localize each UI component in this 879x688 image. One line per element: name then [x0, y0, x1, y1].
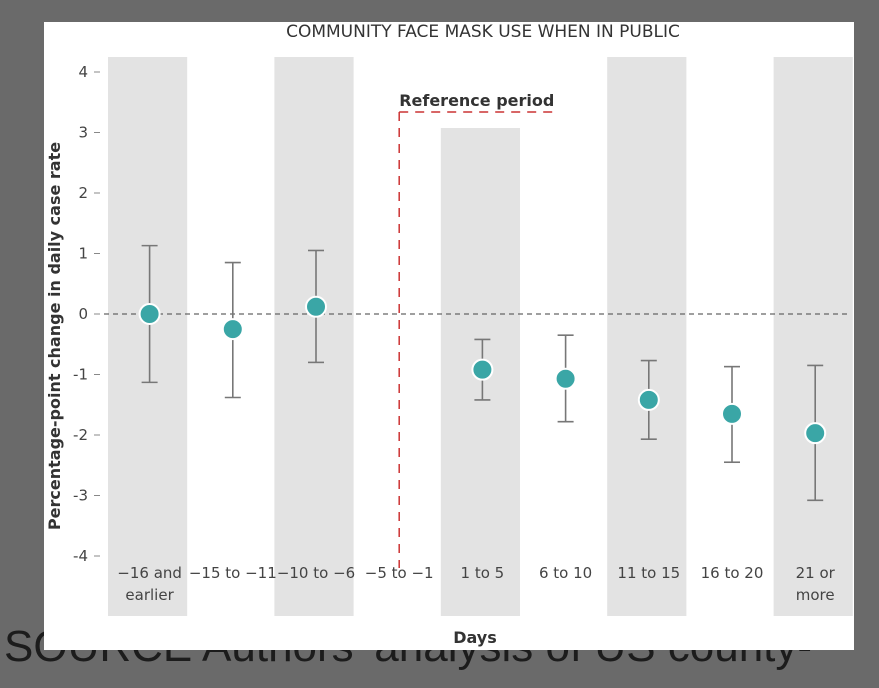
reference-period-label: Reference period	[399, 91, 554, 110]
x-category-label: 11 to 15	[617, 564, 680, 582]
chart-card: Reference period 4 3 2 1 0 -1 -2 -3 -4 −16 and ea…	[44, 22, 854, 650]
x-category-label: −15 to −11	[189, 564, 277, 582]
data-point	[305, 295, 327, 318]
data-point	[721, 402, 743, 425]
x-category-label: −16 and earlier	[117, 564, 182, 604]
y-tick-label: 1	[78, 245, 88, 263]
y-tick-label: -3	[73, 487, 88, 505]
data-point	[554, 367, 577, 390]
x-axis-categories: −16 and earlier −15 to −11 −10 to −6 −5 to −…	[117, 564, 835, 604]
shaded-columns	[108, 57, 853, 616]
y-tick-label: 2	[78, 184, 88, 202]
shaded-column	[108, 57, 188, 616]
data-point	[221, 318, 244, 341]
shaded-column	[607, 57, 687, 616]
y-tick-label: 0	[78, 305, 88, 323]
chart: Reference period 4 3 2 1 0 -1 -2 -3 -4 −16 and ea…	[45, 22, 853, 647]
shaded-column	[274, 57, 354, 616]
data-points	[138, 295, 827, 445]
shaded-column	[773, 57, 853, 616]
data-point	[637, 388, 660, 411]
x-category-label: −5 to −1	[365, 564, 434, 582]
y-tick-label: -1	[73, 366, 88, 384]
y-tick-label: -2	[73, 426, 88, 444]
y-tick-label: 4	[78, 63, 88, 81]
x-category-label: −10 to −6	[277, 564, 355, 582]
y-tick-label: 3	[78, 124, 88, 142]
x-category-label: 16 to 20	[701, 564, 764, 582]
chart-title: COMMUNITY FACE MASK USE WHEN IN PUBLIC	[286, 22, 680, 42]
reference-period-group: Reference period	[398, 91, 554, 568]
x-category-label: 6 to 10	[539, 564, 592, 582]
y-tick-label: -4	[73, 547, 88, 565]
data-point	[804, 422, 827, 445]
x-category-label: 1 to 5	[461, 564, 505, 582]
y-axis-label: Percentage-point change in daily case ra…	[45, 142, 64, 530]
data-point	[471, 358, 494, 381]
y-axis: 4 3 2 1 0 -1 -2 -3 -4	[73, 63, 100, 565]
x-category-label: 21 or more	[796, 564, 836, 604]
x-axis-label: Days	[453, 628, 497, 647]
data-point	[138, 303, 161, 325]
